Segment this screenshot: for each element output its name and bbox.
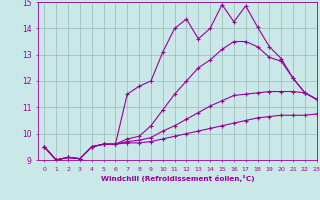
X-axis label: Windchill (Refroidissement éolien,°C): Windchill (Refroidissement éolien,°C) [101,175,254,182]
